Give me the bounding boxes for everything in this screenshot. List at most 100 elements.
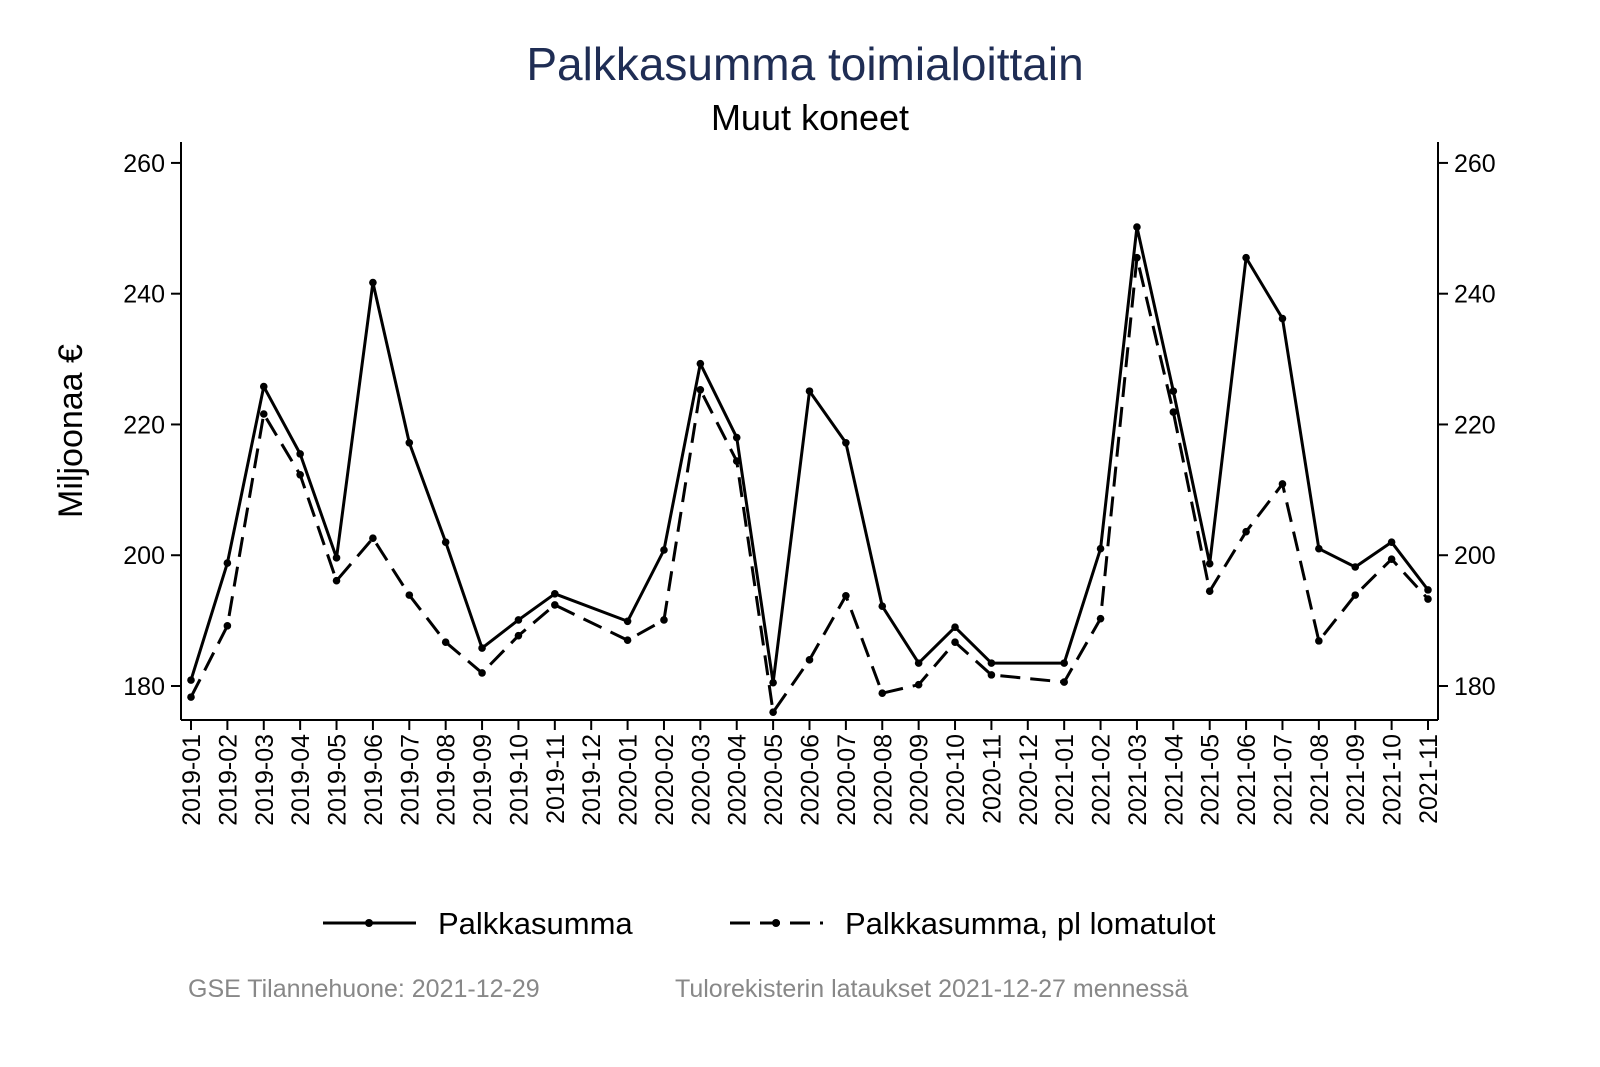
x-tick-label: 2019-09 bbox=[469, 734, 497, 826]
data-point bbox=[623, 636, 632, 645]
data-point bbox=[1060, 678, 1068, 686]
data-point bbox=[514, 616, 523, 624]
x-tick-label: 2020-03 bbox=[687, 734, 715, 826]
data-point bbox=[805, 656, 814, 664]
x-tick-label: 2020-12 bbox=[1015, 734, 1043, 826]
data-point bbox=[1351, 563, 1360, 571]
data-point bbox=[1315, 637, 1323, 645]
data-point bbox=[478, 644, 486, 652]
x-tick-label: 2020-01 bbox=[615, 734, 643, 826]
series-line bbox=[189, 256, 1430, 714]
data-point bbox=[1315, 544, 1323, 553]
data-point bbox=[1387, 555, 1396, 563]
data-point bbox=[987, 659, 996, 667]
x-tick-label: 2020-02 bbox=[651, 734, 679, 826]
y-tick-label-left: 260 bbox=[123, 150, 165, 178]
x-tick-label: 2021-10 bbox=[1379, 734, 1407, 826]
x-tick-label: 2019-01 bbox=[178, 734, 206, 826]
series-pl-lomatulot bbox=[187, 253, 1432, 716]
data-point bbox=[1424, 595, 1432, 603]
data-point bbox=[551, 601, 559, 609]
x-tick-label: 2020-04 bbox=[724, 734, 752, 826]
x-tick-label: 2020-10 bbox=[942, 734, 970, 826]
y-tick-label-right: 200 bbox=[1454, 542, 1496, 570]
x-tick-label: 2021-08 bbox=[1306, 734, 1334, 826]
y-tick-label-right: 220 bbox=[1454, 411, 1496, 439]
data-point bbox=[1242, 253, 1250, 262]
y-tick-label-left: 180 bbox=[123, 673, 165, 701]
data-point bbox=[987, 671, 996, 679]
x-tick-label: 2019-11 bbox=[542, 734, 570, 824]
data-point bbox=[187, 693, 195, 701]
data-point bbox=[660, 546, 668, 554]
data-point bbox=[732, 433, 741, 442]
series-line bbox=[189, 225, 1430, 685]
data-point bbox=[259, 382, 268, 391]
data-point bbox=[332, 576, 341, 585]
data-point bbox=[914, 659, 923, 667]
data-point bbox=[478, 669, 486, 677]
data-point bbox=[1424, 586, 1432, 594]
data-point bbox=[769, 708, 777, 716]
legend-label-pl-lomatulot: Palkkasumma, pl lomatulot bbox=[845, 906, 1216, 941]
data-point bbox=[951, 623, 959, 631]
data-point bbox=[441, 538, 450, 546]
data-point bbox=[842, 591, 850, 600]
chart-title: Palkkasumma toimialoittain bbox=[526, 38, 1083, 90]
data-point bbox=[914, 680, 923, 689]
data-point bbox=[732, 457, 741, 465]
y-tick-label-right: 180 bbox=[1454, 673, 1496, 701]
y-tick-label-left: 220 bbox=[123, 411, 165, 439]
data-point bbox=[1060, 659, 1068, 667]
data-point bbox=[1133, 223, 1141, 231]
footer-right: Tulorekisterin lataukset 2021-12-27 menn… bbox=[675, 975, 1188, 1003]
data-point bbox=[623, 617, 632, 626]
x-tick-label: 2019-10 bbox=[505, 734, 533, 826]
x-tick-label: 2019-07 bbox=[396, 734, 424, 826]
x-tick-label: 2019-04 bbox=[287, 734, 315, 826]
legend-marker-solid bbox=[365, 919, 373, 927]
x-tick-label: 2021-02 bbox=[1088, 734, 1116, 826]
data-point bbox=[1278, 480, 1287, 488]
data-point bbox=[878, 602, 887, 611]
data-point bbox=[369, 534, 377, 543]
x-tick-label: 2019-03 bbox=[251, 734, 279, 826]
data-point bbox=[805, 387, 814, 395]
x-tick-label: 2021-09 bbox=[1342, 734, 1370, 826]
data-point bbox=[878, 689, 887, 697]
x-tick-label: 2020-06 bbox=[797, 734, 825, 826]
data-point bbox=[1169, 408, 1178, 416]
data-point bbox=[1096, 614, 1105, 623]
data-point bbox=[405, 591, 414, 599]
data-point bbox=[1205, 587, 1214, 595]
data-point bbox=[1205, 559, 1214, 568]
legend-label-palkkasumma: Palkkasumma bbox=[438, 906, 633, 941]
data-point bbox=[1133, 253, 1141, 262]
data-point bbox=[1387, 538, 1396, 546]
data-point bbox=[696, 386, 705, 394]
data-point bbox=[1351, 591, 1360, 599]
data-point bbox=[696, 359, 705, 368]
x-tick-label: 2020-07 bbox=[833, 734, 861, 826]
y-tick-label-left: 240 bbox=[123, 281, 165, 309]
x-tick-label: 2020-11 bbox=[978, 734, 1006, 824]
y-tick-label-right: 240 bbox=[1454, 281, 1496, 309]
x-tick-label: 2019-12 bbox=[578, 734, 606, 826]
data-point bbox=[223, 559, 232, 567]
legend: Palkkasumma Palkkasumma, pl lomatulot bbox=[323, 906, 1216, 941]
x-tick-label: 2020-08 bbox=[869, 734, 897, 826]
data-point bbox=[660, 616, 668, 624]
series-palkkasumma bbox=[187, 223, 1432, 687]
chart-subtitle: Muut koneet bbox=[711, 97, 909, 138]
data-point bbox=[1278, 314, 1287, 323]
data-point bbox=[1169, 387, 1178, 395]
x-tick-label: 2021-01 bbox=[1051, 734, 1079, 826]
data-point bbox=[951, 638, 959, 646]
data-point bbox=[187, 676, 195, 684]
data-point bbox=[1096, 544, 1105, 553]
data-point bbox=[769, 678, 777, 687]
y-tick-label-left: 200 bbox=[123, 542, 165, 570]
x-tick-label: 2021-03 bbox=[1124, 734, 1152, 826]
data-point bbox=[223, 622, 232, 630]
